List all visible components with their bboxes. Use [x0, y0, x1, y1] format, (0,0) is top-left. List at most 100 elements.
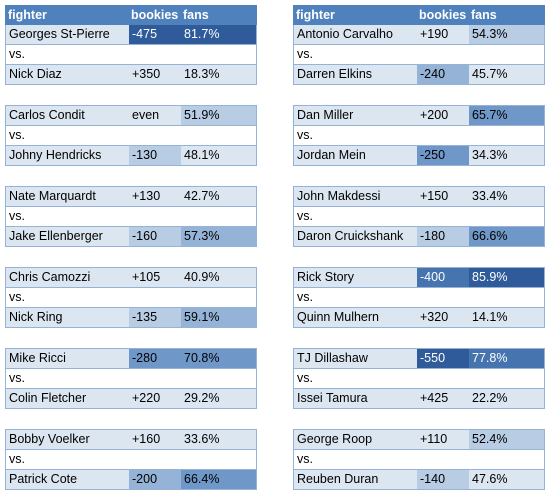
- fighter-name: Georges St-Pierre: [9, 27, 110, 41]
- bookies-odds: -180: [417, 227, 469, 246]
- vs-label: vs.: [294, 450, 544, 470]
- fans-percent: 22.2%: [472, 391, 508, 405]
- bookies-odds: +350: [132, 67, 161, 81]
- vs-label: vs.: [294, 288, 544, 308]
- matchup-gap: [5, 85, 257, 105]
- fans-percent: 45.7%: [472, 67, 508, 81]
- fans-percent: 47.6%: [472, 472, 508, 486]
- bookies-odds: -240: [417, 65, 469, 84]
- bookies-odds: +200: [420, 108, 449, 122]
- header-bookies: bookies: [131, 8, 179, 22]
- header-fans: fans: [471, 8, 497, 22]
- matchup-gap: [293, 247, 545, 267]
- fighter-row: Quinn Mulhern +320 14.1%: [294, 308, 544, 328]
- fighter-name: Nick Diaz: [9, 67, 62, 81]
- fighter-row: Georges St-Pierre -475 81.7%: [6, 25, 256, 45]
- fans-percent: 81.7%: [181, 25, 256, 44]
- fighter-row: Mike Ricci -280 70.8%: [6, 349, 256, 369]
- matchup: Mike Ricci -280 70.8% vs. Colin Fletcher +220…: [5, 348, 257, 409]
- matchup: Carlos Condit even 51.9% vs. Johny Hendricks…: [5, 105, 257, 166]
- table-header: fighter bookies fans: [5, 5, 257, 25]
- fighter-row: Antonio Carvalho +190 54.3%: [294, 25, 544, 45]
- matchup: Rick Story -400 85.9% vs. Quinn Mulhern +320 1…: [293, 267, 545, 328]
- matchup: Chris Camozzi +105 40.9% vs. Nick Ring -135 59…: [5, 267, 257, 328]
- fighter-name: Carlos Condit: [9, 108, 85, 122]
- fighter-row: George Roop +110 52.4%: [294, 430, 544, 450]
- fans-percent: 66.4%: [181, 470, 256, 489]
- bookies-odds: -280: [129, 349, 181, 368]
- fighter-row: Patrick Cote -200 66.4%: [6, 470, 256, 490]
- fighter-name: Daron Cruickshank: [297, 229, 404, 243]
- bookies-odds: +160: [132, 432, 161, 446]
- bookies-odds: +110: [420, 432, 448, 446]
- vs-label: vs.: [6, 126, 256, 146]
- fighter-row: Nate Marquardt +130 42.7%: [6, 187, 256, 207]
- header-fighter: fighter: [296, 8, 335, 22]
- matchup-gap: [5, 409, 257, 429]
- left-fight-table: fighter bookies fans Georges St-Pierre -4…: [5, 5, 257, 490]
- fighter-row: Chris Camozzi +105 40.9%: [6, 268, 256, 288]
- bookies-odds: -475: [129, 25, 181, 44]
- vs-label: vs.: [294, 369, 544, 389]
- right-matchups: Antonio Carvalho +190 54.3% vs. Darren Elkin…: [293, 25, 545, 490]
- fans-percent: 70.8%: [181, 349, 256, 368]
- vs-label: vs.: [294, 45, 544, 65]
- fighter-name: Antonio Carvalho: [297, 27, 393, 41]
- fighter-row: Bobby Voelker +160 33.6%: [6, 430, 256, 450]
- fighter-name: Bobby Voelker: [9, 432, 90, 446]
- fighter-row: Issei Tamura +425 22.2%: [294, 389, 544, 409]
- header-fighter: fighter: [8, 8, 47, 22]
- table-header: fighter bookies fans: [293, 5, 545, 25]
- fans-percent: 34.3%: [472, 148, 508, 162]
- vs-label: vs.: [294, 126, 544, 146]
- fighter-name: Nick Ring: [9, 310, 63, 324]
- fans-percent: 14.1%: [472, 310, 508, 324]
- bookies-odds: -130: [129, 146, 181, 165]
- bookies-odds: +105: [132, 270, 161, 284]
- matchup: Nate Marquardt +130 42.7% vs. Jake Ellenberg…: [5, 186, 257, 247]
- fans-percent: 85.9%: [469, 268, 544, 287]
- fans-percent: 51.9%: [181, 106, 256, 125]
- fans-percent: 42.7%: [184, 189, 220, 203]
- matchup: TJ Dillashaw -550 77.8% vs. Issei Tamura +425…: [293, 348, 545, 409]
- vs-label: vs.: [6, 45, 256, 65]
- fighter-row: Dan Miller +200 65.7%: [294, 106, 544, 126]
- fans-percent: 40.9%: [184, 270, 220, 284]
- fighter-row: Jake Ellenberger -160 57.3%: [6, 227, 256, 247]
- fans-percent: 66.6%: [469, 227, 544, 246]
- fighter-name: TJ Dillashaw: [297, 351, 368, 365]
- matchup: Dan Miller +200 65.7% vs. Jordan Mein -250 34.…: [293, 105, 545, 166]
- header-fans: fans: [183, 8, 209, 22]
- vs-label: vs.: [6, 369, 256, 389]
- fighter-row: Reuben Duran -140 47.6%: [294, 470, 544, 490]
- matchup: Bobby Voelker +160 33.6% vs. Patrick Cote -20…: [5, 429, 257, 490]
- fighter-name: Reuben Duran: [297, 472, 379, 486]
- bookies-odds: -250: [417, 146, 469, 165]
- fans-percent: 65.7%: [469, 106, 544, 125]
- bookies-odds: -135: [129, 308, 181, 327]
- bookies-odds: even: [132, 108, 160, 122]
- right-fight-table: fighter bookies fans Antonio Carvalho +19…: [293, 5, 545, 490]
- fighter-row: Darren Elkins -240 45.7%: [294, 65, 544, 85]
- matchup: John Makdessi +150 33.4% vs. Daron Cruicksha…: [293, 186, 545, 247]
- fans-percent: 29.2%: [184, 391, 220, 405]
- fighter-name: Nate Marquardt: [9, 189, 96, 203]
- bookies-odds: -400: [417, 268, 469, 287]
- fans-percent: 33.4%: [472, 189, 508, 203]
- fighter-row: Nick Diaz +350 18.3%: [6, 65, 256, 85]
- fighter-row: TJ Dillashaw -550 77.8%: [294, 349, 544, 369]
- fighter-name: Rick Story: [297, 270, 354, 284]
- fighter-row: Daron Cruickshank -180 66.6%: [294, 227, 544, 247]
- fighter-name: John Makdessi: [297, 189, 381, 203]
- fighter-row: Carlos Condit even 51.9%: [6, 106, 256, 126]
- fighter-name: Johny Hendricks: [9, 148, 102, 162]
- fans-percent: 33.6%: [184, 432, 220, 446]
- bookies-odds: +150: [420, 189, 449, 203]
- bookies-odds: -200: [129, 470, 181, 489]
- fighter-name: Jake Ellenberger: [9, 229, 103, 243]
- matchup-gap: [5, 166, 257, 186]
- fighter-name: Jordan Mein: [297, 148, 366, 162]
- matchup: Antonio Carvalho +190 54.3% vs. Darren Elkin…: [293, 25, 545, 85]
- fighter-name: Issei Tamura: [297, 391, 368, 405]
- fighter-name: George Roop: [297, 432, 373, 446]
